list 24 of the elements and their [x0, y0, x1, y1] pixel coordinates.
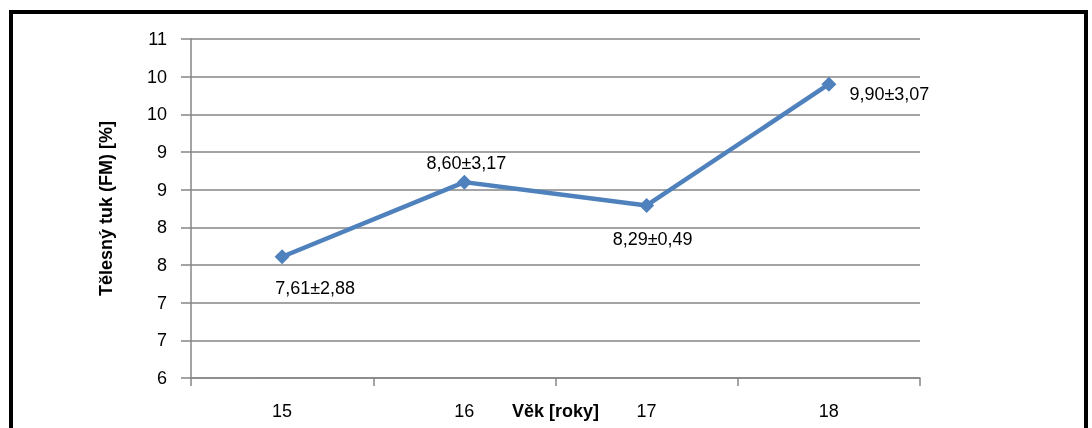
y-tick-label: 7 — [156, 292, 167, 313]
y-tick-label: 9 — [156, 179, 167, 200]
y-axis-title: Tělesný tuk (FM) [%] — [96, 120, 116, 297]
data-label: 7,61±2,88 — [275, 278, 356, 299]
point — [274, 249, 290, 265]
data-label: 8,60±3,17 — [426, 152, 507, 173]
x-tick-label: 17 — [636, 401, 657, 421]
x-tick-label: 15 — [272, 401, 293, 421]
data-label: 9,90±3,07 — [849, 84, 930, 105]
y-tick-label: 8 — [156, 217, 167, 238]
y-tick-label: 6 — [156, 368, 167, 388]
y-tick-label: 9 — [156, 142, 167, 162]
point — [821, 76, 837, 92]
x-tick-label: 16 — [454, 401, 475, 421]
y-tick-label: 10 — [146, 66, 167, 87]
y-tick-label: 11 — [148, 29, 167, 49]
point — [639, 197, 655, 213]
x-axis-title: Věk [roky] — [511, 401, 600, 421]
y-tick-label: 7 — [156, 330, 167, 351]
y-tick-label: 10 — [146, 104, 167, 125]
point — [456, 174, 472, 190]
y-tick-label: 8 — [156, 255, 167, 275]
data-label: 8,29±0,49 — [612, 228, 693, 249]
x-tick-label: 18 — [818, 401, 839, 421]
